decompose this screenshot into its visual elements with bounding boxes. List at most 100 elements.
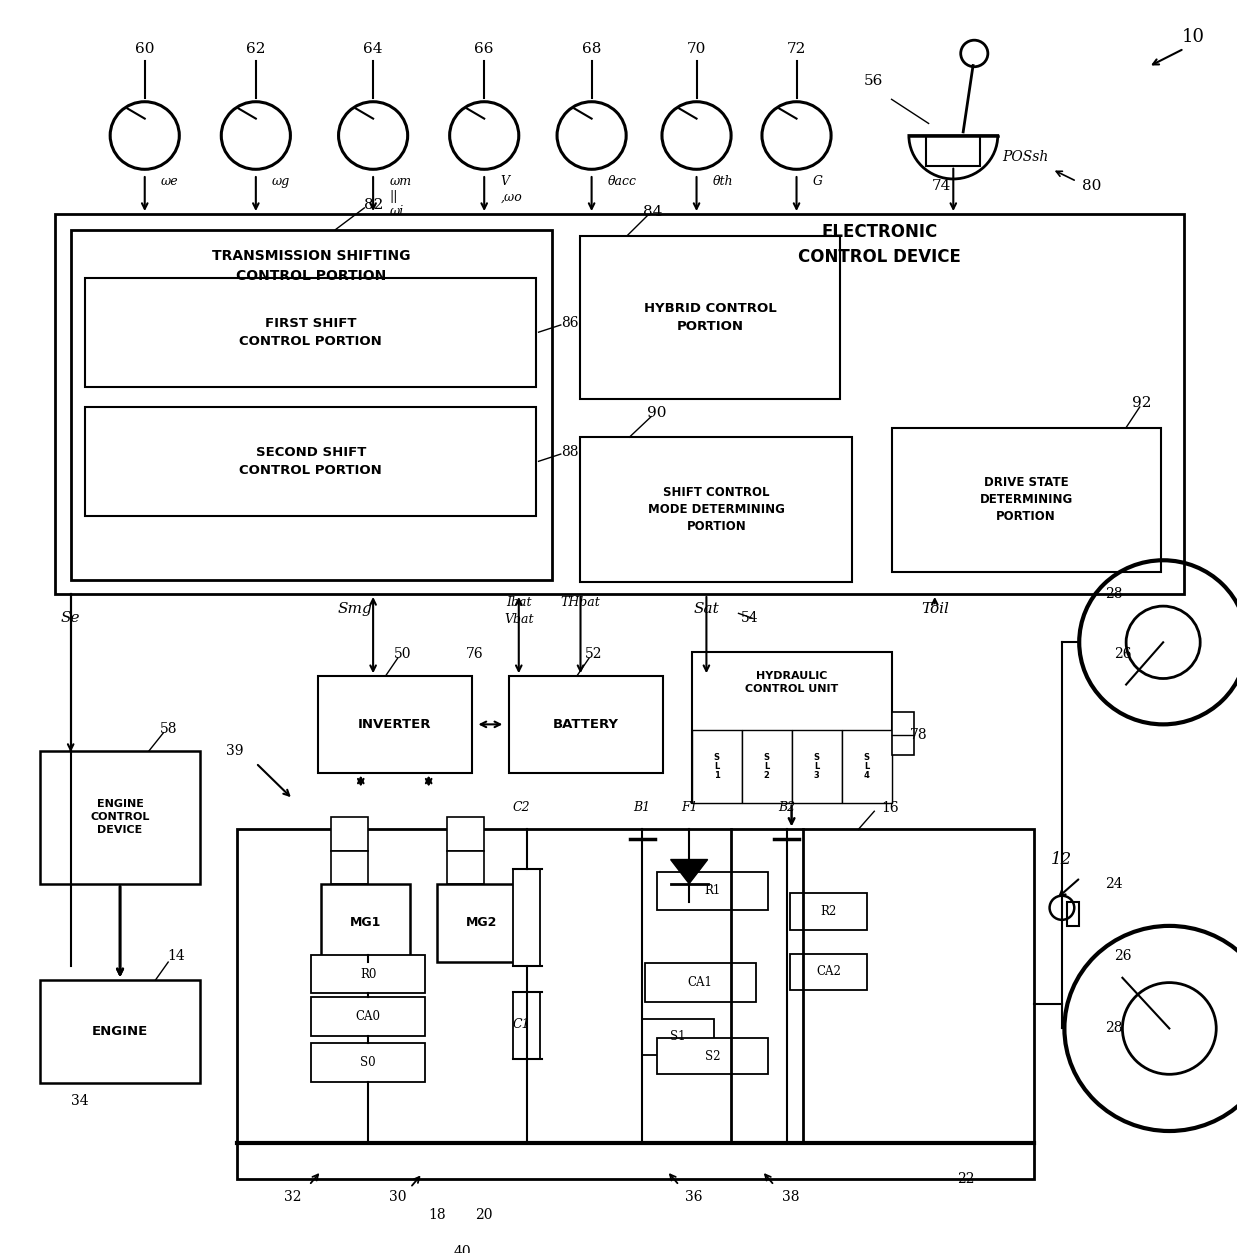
Text: ωe: ωe (161, 175, 179, 188)
Bar (692, 730, 742, 803)
Bar (642, 1019, 714, 1055)
Text: 36: 36 (686, 1190, 703, 1204)
Text: 62: 62 (246, 41, 265, 55)
Text: 26: 26 (1114, 648, 1131, 662)
Text: S
L
2: S L 2 (764, 753, 770, 781)
Bar (321, 883, 410, 962)
Text: Toil: Toil (921, 601, 949, 615)
Bar (237, 829, 1033, 1179)
Text: 26: 26 (1114, 949, 1131, 964)
Text: 50: 50 (393, 648, 412, 662)
Bar (448, 851, 484, 883)
Text: 92: 92 (1132, 396, 1152, 411)
Bar (1066, 902, 1079, 926)
Text: 39: 39 (226, 744, 243, 758)
Text: R2: R2 (821, 905, 837, 918)
Text: 14: 14 (167, 949, 185, 964)
Bar (790, 893, 867, 930)
Text: 52: 52 (585, 648, 603, 662)
Text: ENGINE: ENGINE (92, 1025, 148, 1037)
Text: ωm
||
ωi: ωm || ωi (389, 175, 412, 218)
Text: TRANSMISSION SHIFTING
CONTROL PORTION: TRANSMISSION SHIFTING CONTROL PORTION (212, 249, 410, 283)
Bar (311, 997, 425, 1036)
Text: V
,ωo: V ,ωo (500, 175, 522, 203)
Bar (331, 817, 368, 851)
Text: SHIFT CONTROL
MODE DETERMINING
PORTION: SHIFT CONTROL MODE DETERMINING PORTION (647, 486, 785, 533)
Text: 88: 88 (560, 445, 578, 459)
Text: G: G (812, 175, 822, 188)
Text: S2: S2 (704, 1050, 720, 1063)
Text: Ibat: Ibat (506, 596, 532, 609)
Text: 60: 60 (135, 41, 155, 55)
Text: Smg: Smg (337, 601, 372, 615)
Text: 64: 64 (363, 41, 383, 55)
Text: S1: S1 (671, 1030, 686, 1044)
Bar (512, 870, 539, 966)
Bar (55, 214, 1184, 594)
Text: 58: 58 (160, 722, 177, 737)
Text: 28: 28 (1105, 1021, 1122, 1035)
Text: B1: B1 (634, 801, 651, 814)
Text: Vbat: Vbat (503, 614, 533, 626)
Bar (645, 964, 756, 1002)
Bar (508, 677, 663, 773)
Text: BATTERY: BATTERY (553, 718, 619, 730)
Bar (512, 992, 539, 1059)
Text: Sat: Sat (693, 601, 719, 615)
Text: B2: B2 (777, 801, 795, 814)
Text: ELECTRONIC
CONTROL DEVICE: ELECTRONIC CONTROL DEVICE (797, 223, 961, 266)
Polygon shape (671, 860, 708, 883)
Bar (657, 1037, 768, 1074)
Text: 80: 80 (1081, 179, 1101, 193)
Bar (311, 1042, 425, 1081)
Text: C2: C2 (512, 801, 529, 814)
Bar (438, 883, 526, 962)
Bar (926, 135, 981, 165)
Text: CA1: CA1 (688, 976, 713, 989)
Text: 76: 76 (465, 648, 484, 662)
Text: 12: 12 (1052, 851, 1073, 868)
Bar (580, 236, 839, 398)
Bar (40, 980, 201, 1083)
Text: 32: 32 (284, 1190, 301, 1204)
Bar (742, 730, 791, 803)
Text: 22: 22 (957, 1173, 975, 1187)
Text: 84: 84 (644, 204, 662, 218)
Text: INVERTER: INVERTER (358, 718, 432, 730)
Bar (311, 955, 425, 994)
Text: 78: 78 (910, 728, 928, 742)
Text: R0: R0 (360, 967, 377, 981)
Text: θacc: θacc (608, 175, 636, 188)
Text: THbat: THbat (560, 596, 600, 609)
Text: 40: 40 (453, 1244, 471, 1253)
Text: SECOND SHIFT
CONTROL PORTION: SECOND SHIFT CONTROL PORTION (239, 446, 382, 477)
Text: 18: 18 (429, 1208, 446, 1223)
Text: S
L
1: S L 1 (713, 753, 719, 781)
Bar (580, 437, 852, 581)
Text: 72: 72 (787, 41, 806, 55)
Bar (71, 229, 552, 580)
Bar (790, 954, 867, 990)
Text: 54: 54 (740, 611, 759, 625)
Text: DRIVE STATE
DETERMINING
PORTION: DRIVE STATE DETERMINING PORTION (980, 476, 1073, 524)
Bar (40, 751, 201, 883)
Text: 38: 38 (781, 1190, 799, 1204)
Text: 24: 24 (1105, 877, 1122, 891)
Text: 68: 68 (582, 41, 601, 55)
Text: 66: 66 (475, 41, 494, 55)
Text: FIRST SHIFT
CONTROL PORTION: FIRST SHIFT CONTROL PORTION (239, 317, 382, 347)
Bar (448, 817, 484, 851)
Text: 70: 70 (687, 41, 707, 55)
Text: POSsh: POSsh (1003, 150, 1049, 164)
Text: CA2: CA2 (816, 965, 841, 979)
Text: 56: 56 (863, 74, 883, 88)
Text: CA0: CA0 (356, 1010, 381, 1022)
Bar (331, 851, 368, 883)
Text: S0: S0 (361, 1056, 376, 1069)
Text: 86: 86 (560, 316, 578, 330)
Bar (892, 427, 1161, 573)
Text: HYBRID CONTROL
PORTION: HYBRID CONTROL PORTION (644, 302, 776, 332)
Text: MG2: MG2 (466, 916, 497, 930)
Text: θth: θth (713, 175, 733, 188)
Text: 90: 90 (647, 406, 666, 420)
